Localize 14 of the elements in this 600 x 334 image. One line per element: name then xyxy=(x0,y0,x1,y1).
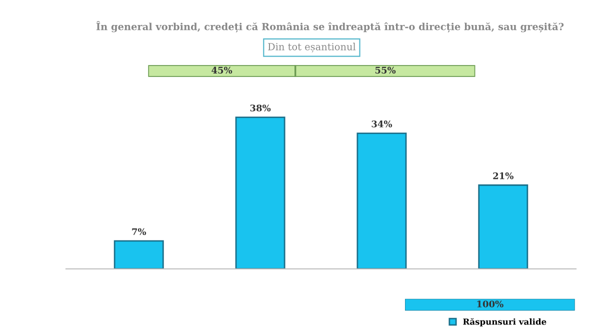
chart-title: În general vorbind, credeți că România se îndreaptă într-o direcție bună, sau greșită? xyxy=(96,21,564,32)
bar xyxy=(114,240,164,269)
bar xyxy=(235,116,286,269)
data-label: 45% xyxy=(212,66,232,74)
text: Din tot eșantionul xyxy=(268,42,356,52)
data-label: 21% xyxy=(493,172,514,180)
data-label: 38% xyxy=(250,104,271,112)
data-label: 34% xyxy=(372,120,392,128)
legend-label: Răspunsuri valide xyxy=(463,318,546,326)
data-label: 100% xyxy=(477,300,504,308)
bar xyxy=(478,184,528,269)
bar xyxy=(356,132,407,269)
data-label: 55% xyxy=(375,66,396,74)
data-label: 7% xyxy=(132,228,146,236)
